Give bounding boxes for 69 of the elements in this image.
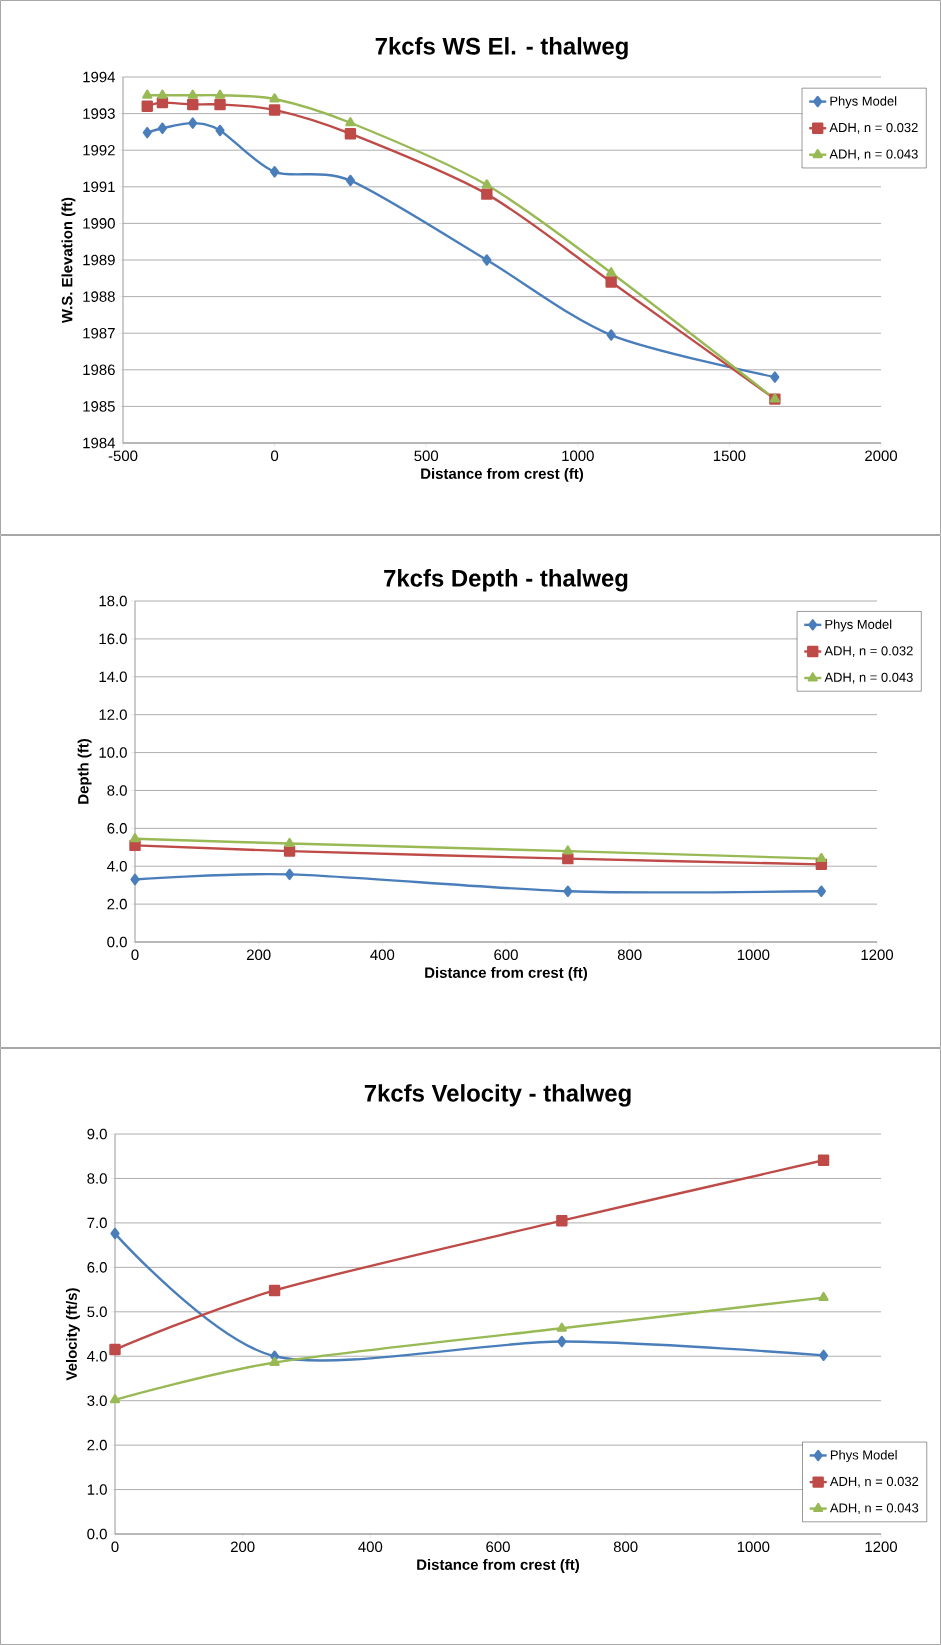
y-tick-label: 12.0 <box>99 709 127 720</box>
y-tick-label: 2.0 <box>87 1439 107 1451</box>
y-tick-label: 3.0 <box>87 1395 107 1406</box>
x-tick-label: 1500 <box>713 450 746 462</box>
y-tick-label: 8.0 <box>87 1173 107 1184</box>
y-tick-label: 1.0 <box>87 1484 107 1495</box>
x-tick-label: 600 <box>494 949 518 961</box>
y-tick-label: 1992 <box>83 144 115 156</box>
x-tick-label: 1200 <box>861 949 894 961</box>
x-tick-label: 1200 <box>865 1541 898 1553</box>
x-tick-label: 0 <box>271 450 279 462</box>
x-tick-label: 200 <box>230 1541 255 1553</box>
y-tick-label: 14.0 <box>99 671 127 683</box>
y-tick-label: 0.0 <box>87 1528 107 1540</box>
chart-title: 7kcfs Velocity - thalweg <box>364 1084 631 1107</box>
x-tick-label: 800 <box>613 1541 638 1553</box>
y-tick-label: 4.0 <box>87 1350 107 1362</box>
y-tick-label: 1988 <box>83 291 115 302</box>
x-tick-label: 500 <box>414 450 439 462</box>
y-tick-label: 7.0 <box>87 1217 107 1229</box>
y-tick-label: 10.0 <box>99 747 127 758</box>
x-tick-label: 1000 <box>737 949 770 961</box>
x-axis-title: Distance from crest (ft) <box>417 1558 580 1573</box>
y-tick-label: 1987 <box>83 327 115 339</box>
y-tick-label: 2.0 <box>107 898 127 910</box>
x-tick-label: 400 <box>370 949 395 961</box>
x-tick-label: 800 <box>617 949 642 961</box>
x-axis-title: Distance from crest (ft) <box>425 966 588 981</box>
x-tick-label: -500 <box>108 450 138 462</box>
legend-label: ADH, n = 0.043 <box>829 1503 919 1515</box>
x-axis-title: Distance from crest (ft) <box>421 467 584 482</box>
y-tick-label: 5.0 <box>87 1306 107 1318</box>
x-tick-label: 400 <box>358 1541 383 1553</box>
y-tick-label: 1986 <box>83 364 115 376</box>
legend-label: ADH, n = 0.032 <box>829 1476 919 1488</box>
y-tick-label: 9.0 <box>87 1128 107 1140</box>
y-axis-title: Depth (ft) <box>77 739 92 804</box>
x-tick-label: 2000 <box>865 450 898 462</box>
x-tick-label: 0 <box>111 1541 119 1553</box>
y-tick-label: 8.0 <box>107 785 127 796</box>
y-tick-label: 1991 <box>83 181 115 193</box>
x-tick-label: 600 <box>486 1541 510 1553</box>
y-tick-label: 1994 <box>83 71 116 83</box>
legend-label: Phys Model <box>825 619 892 632</box>
y-tick-label: 1985 <box>83 401 115 412</box>
y-axis-title: W.S. Elevation (ft) <box>61 197 76 324</box>
y-tick-label: 6.0 <box>107 823 127 834</box>
legend-label: ADH, n = 0.032 <box>829 122 918 134</box>
chart-title: 7kcfs WS El. - thalweg <box>375 37 628 60</box>
x-tick-label: 1000 <box>562 450 594 462</box>
y-tick-label: 1989 <box>83 254 115 266</box>
y-tick-label: 16.0 <box>99 633 127 645</box>
y-tick-label: 6.0 <box>87 1262 107 1273</box>
legend-label: ADH, n = 0.032 <box>824 646 913 657</box>
y-tick-label: 0.0 <box>107 936 127 948</box>
y-tick-label: 18.0 <box>99 595 127 607</box>
x-tick-label: 0 <box>131 949 139 961</box>
chart-title: 7kcfs Depth - thalweg <box>384 569 628 592</box>
y-tick-label: 4.0 <box>107 860 127 872</box>
legend-label: Phys Model <box>830 1450 897 1463</box>
y-tick-label: 1990 <box>83 218 115 229</box>
y-tick-label: 1984 <box>83 437 116 449</box>
x-tick-label: 200 <box>246 949 271 961</box>
x-tick-label: 1000 <box>737 1541 770 1553</box>
y-tick-label: 1993 <box>83 108 115 119</box>
legend-label: ADH, n = 0.043 <box>829 149 918 161</box>
legend-label: Phys Model <box>830 96 897 109</box>
y-axis-title: Velocity (ft/s) <box>65 1288 80 1381</box>
legend-label: ADH, n = 0.043 <box>824 672 913 684</box>
